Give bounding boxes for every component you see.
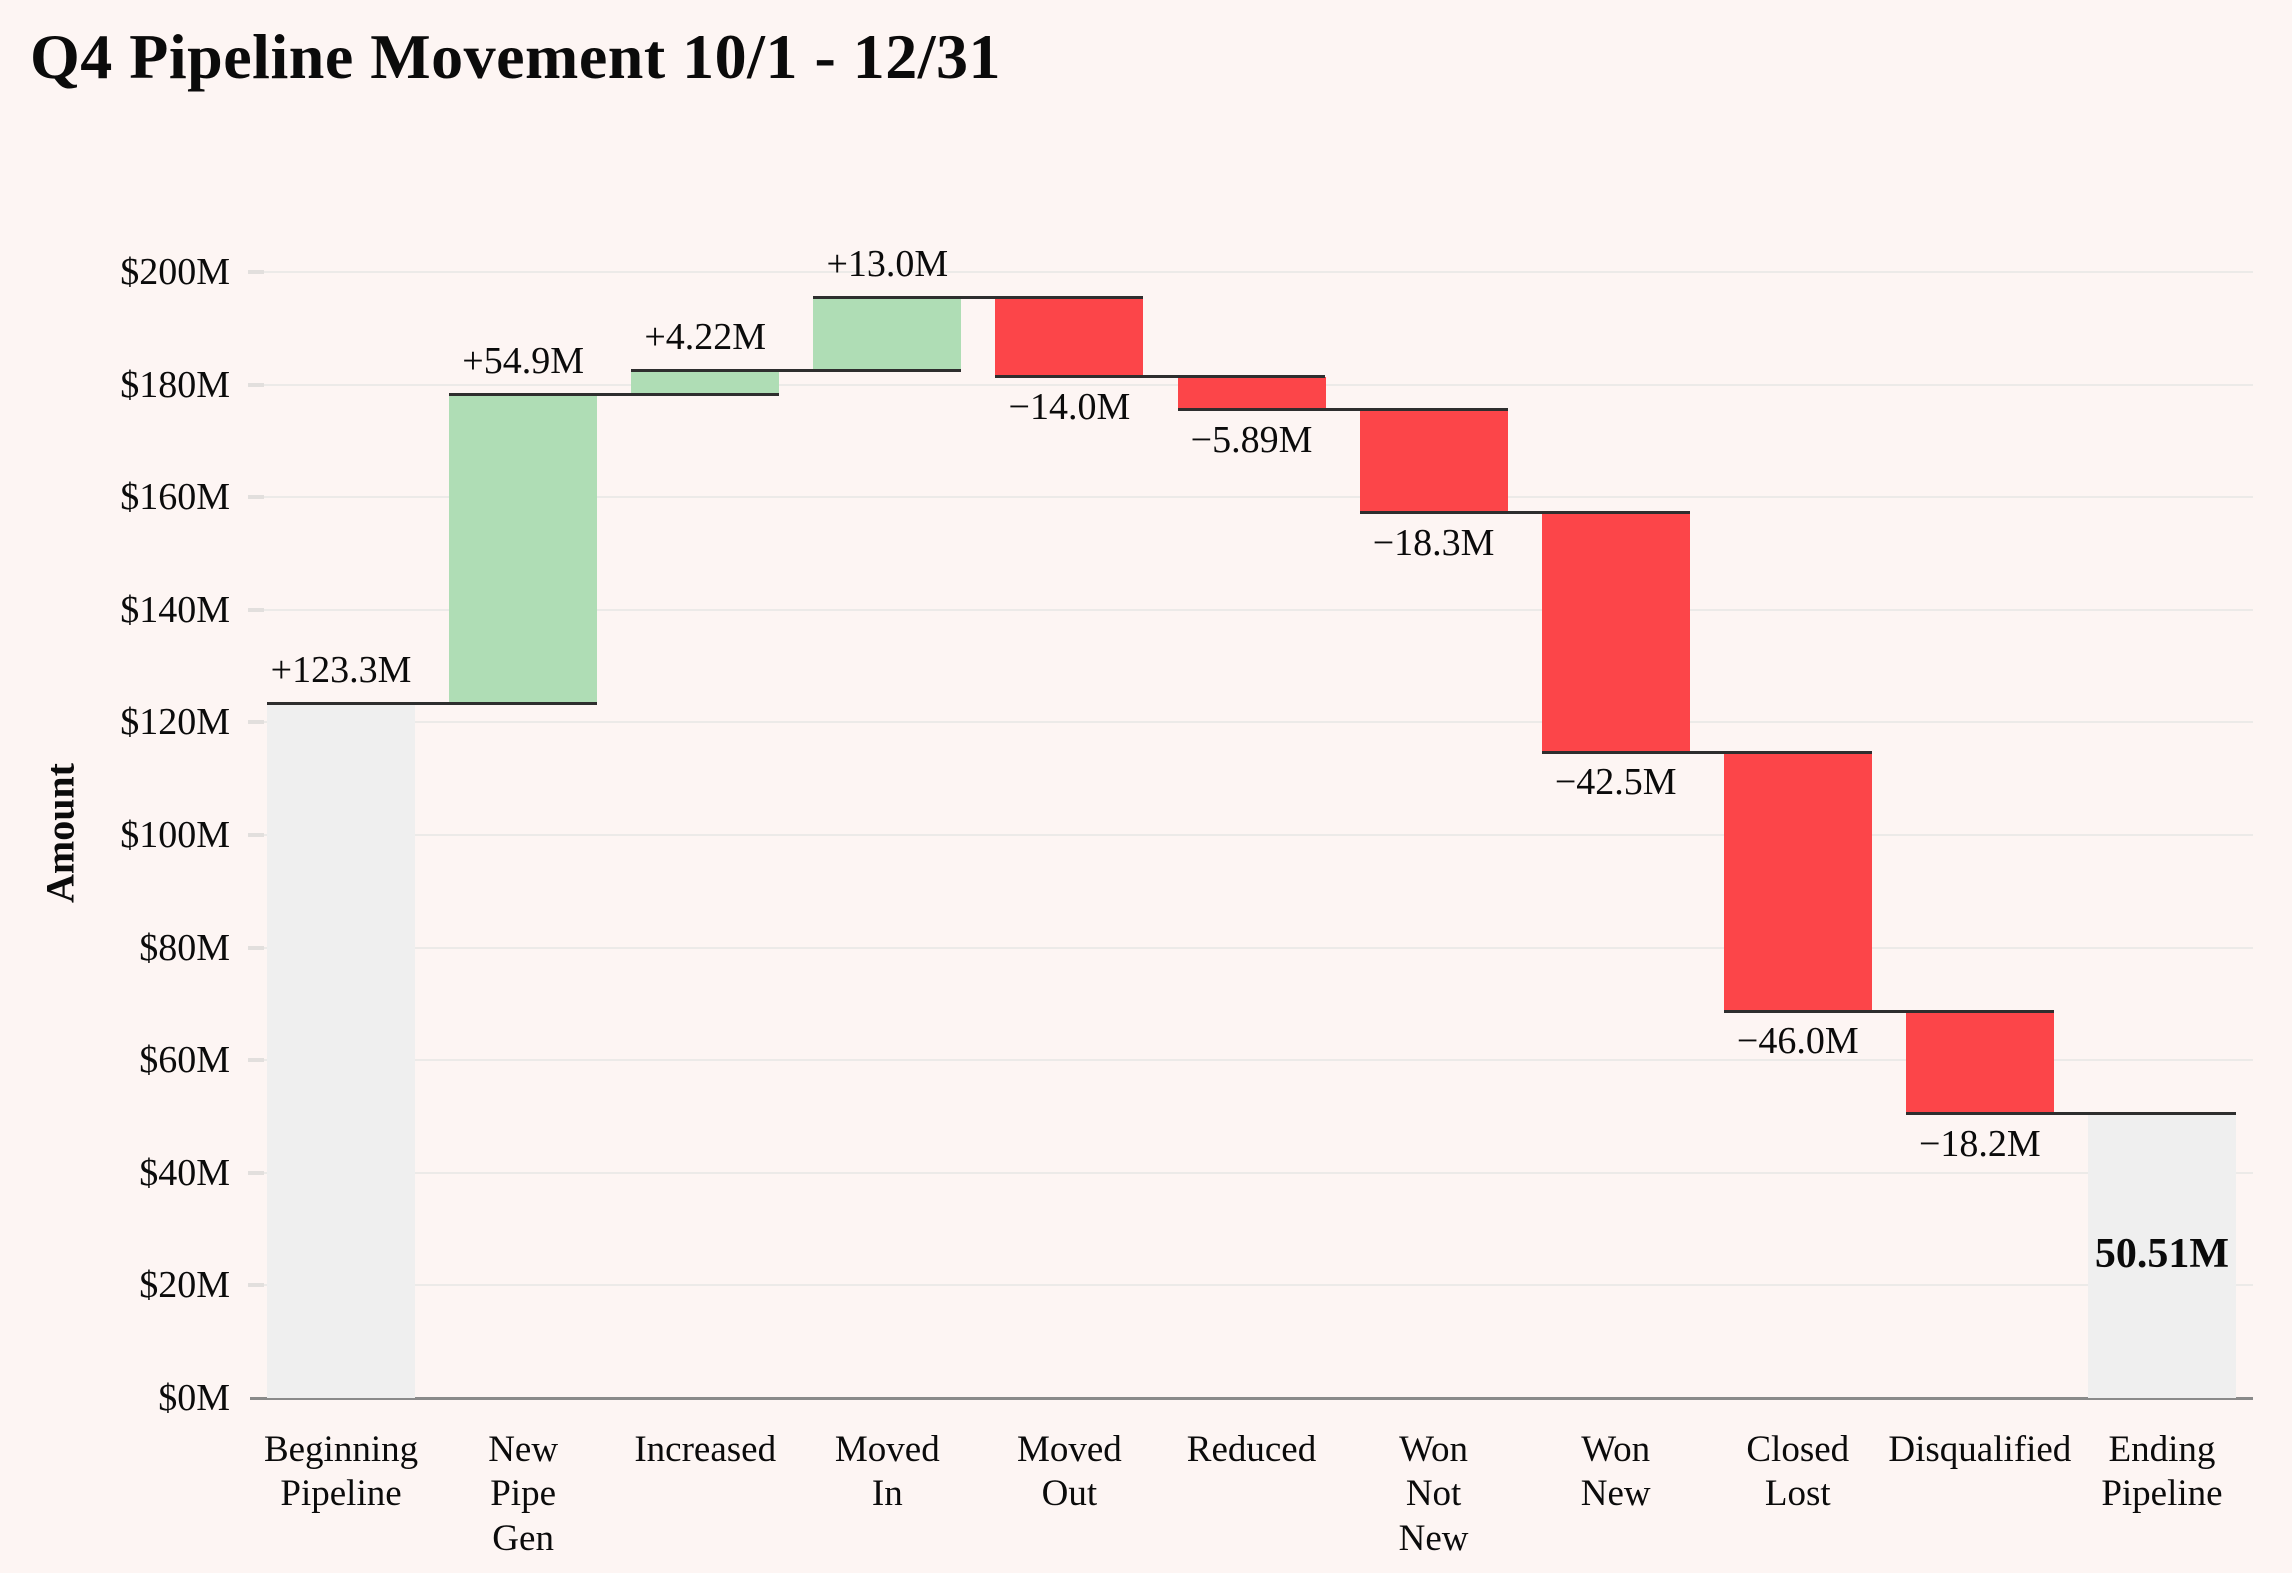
gridline (250, 721, 2253, 724)
y-tick-label: $180M (120, 363, 230, 406)
x-axis-label-ending-pipeline: Ending Pipeline (2022, 1428, 2292, 1517)
value-label: +13.0M (826, 242, 949, 285)
x-axis-label-line: Not (1405, 1473, 1462, 1515)
value-label: +123.3M (270, 648, 412, 691)
x-axis-label-line: Beginning (263, 1429, 419, 1470)
x-axis-label-line: Pipeline (2101, 1473, 2223, 1515)
gridline (250, 608, 2253, 611)
y-tick-mark (248, 270, 264, 274)
y-tick-label: $60M (139, 1039, 230, 1082)
y-tick-label: $0M (158, 1377, 230, 1419)
y-tick-mark (248, 607, 264, 612)
x-axis-label-line: New (1398, 1517, 1469, 1559)
x-axis-label-line: Increased (634, 1429, 777, 1470)
bar-won-new (1541, 512, 1690, 753)
gridline (250, 1059, 2253, 1062)
value-label: −18.3M (1372, 521, 1495, 564)
connector-line (631, 369, 962, 373)
y-tick-mark (248, 382, 264, 387)
value-label: −14.0M (1008, 385, 1131, 428)
connector-line (995, 375, 1326, 379)
bar-beginning-pipeline (267, 703, 416, 1398)
bar-moved-out (995, 297, 1144, 377)
y-tick-mark (248, 833, 264, 837)
y-tick-label: $140M (120, 588, 230, 631)
x-axis-label-line: Gen (492, 1517, 554, 1559)
x-axis-label-line: Pipe (490, 1473, 557, 1515)
y-tick-mark (248, 1283, 264, 1288)
y-tick-mark (248, 495, 264, 500)
connector-line (1359, 511, 1690, 515)
value-label: +4.22M (644, 315, 767, 358)
x-axis-label-line: Out (1041, 1473, 1098, 1515)
gridline (250, 496, 2253, 499)
y-tick-mark (248, 720, 264, 725)
connector-line (1541, 750, 1872, 754)
value-label: −18.2M (1919, 1122, 2041, 1165)
y-tick-label: $80M (139, 926, 230, 969)
x-axis-label-line: Moved (834, 1429, 940, 1470)
x-axis-label-reduced: Reduced (1112, 1428, 1392, 1472)
y-tick-label: $100M (120, 814, 230, 856)
y-tick-mark (248, 945, 264, 950)
chart-title: Q4 Pipeline Movement 10/1 - 12/31 (30, 21, 1002, 92)
value-label: 50.51M (2094, 1230, 2230, 1277)
bar-disqualified (1905, 1011, 2054, 1114)
y-tick-label: $20M (139, 1264, 230, 1307)
value-label: +54.9M (462, 339, 584, 382)
y-tick-mark (248, 1170, 264, 1175)
x-axis-label-disqualified: Disqualified (1840, 1428, 2120, 1472)
bar-won-not-new (1359, 409, 1508, 513)
value-label: −42.5M (1554, 761, 1677, 804)
y-tick-label: $120M (120, 701, 230, 744)
y-tick-label: $160M (120, 476, 230, 519)
bar-new-pipe-gen (449, 394, 598, 704)
x-axis-label-line: In (871, 1473, 903, 1515)
x-axis-label-line: Won (1399, 1429, 1469, 1470)
x-axis-label-won-not-new: Won Not New (1294, 1428, 1574, 1561)
x-axis-label-line: Won (1581, 1429, 1651, 1470)
gridline (250, 271, 2253, 273)
x-axis-label-line: New (1580, 1473, 1651, 1515)
x-axis-label-line: New (488, 1429, 559, 1470)
y-tick-mark (248, 1058, 264, 1063)
bar-reduced (1177, 376, 1326, 410)
connector-line (1905, 1112, 2236, 1116)
x-axis-label-line: Disqualified (1888, 1429, 2072, 1470)
gridline (250, 1171, 2253, 1174)
x-axis-label-won-new: Won New (1476, 1428, 1756, 1517)
x-axis-label-line: Closed (1746, 1429, 1850, 1470)
bar-ending-pipeline (2087, 1113, 2236, 1398)
connector-line (267, 702, 598, 706)
value-label: −5.89M (1190, 418, 1313, 461)
gridline (250, 1284, 2253, 1287)
connector-line (1723, 1009, 2054, 1013)
x-axis-label-line: Moved (1016, 1429, 1122, 1470)
x-axis-label-line: Reduced (1186, 1429, 1317, 1470)
connector-line (813, 296, 1144, 300)
y-tick-label: $200M (120, 251, 230, 293)
gridline (250, 834, 2253, 836)
y-tick-label: $40M (139, 1151, 230, 1194)
x-axis-label-closed-lost: Closed Lost (1658, 1428, 1938, 1517)
connector-line (449, 393, 780, 397)
x-axis-label-line: Ending (2108, 1429, 2216, 1470)
x-axis-label-beginning-pipeline: Beginning Pipeline (201, 1428, 481, 1517)
x-axis-label-line: Lost (1764, 1473, 1831, 1515)
value-label: −46.0M (1736, 1020, 1859, 1063)
x-axis-label-line: Pipeline (280, 1473, 402, 1515)
gridline (250, 946, 2253, 949)
x-axis-label-increased: Increased (565, 1428, 845, 1472)
x-axis-line (250, 1396, 2253, 1400)
x-axis-label-moved-out: Moved Out (929, 1428, 1209, 1517)
connector-line (1177, 408, 1508, 412)
x-axis-label-moved-in: Moved In (747, 1428, 1027, 1517)
bar-moved-in (813, 297, 962, 371)
x-axis-label-new-pipe-gen: New Pipe Gen (383, 1428, 663, 1561)
bar-closed-lost (1723, 752, 1872, 1012)
bar-increased (631, 370, 780, 395)
